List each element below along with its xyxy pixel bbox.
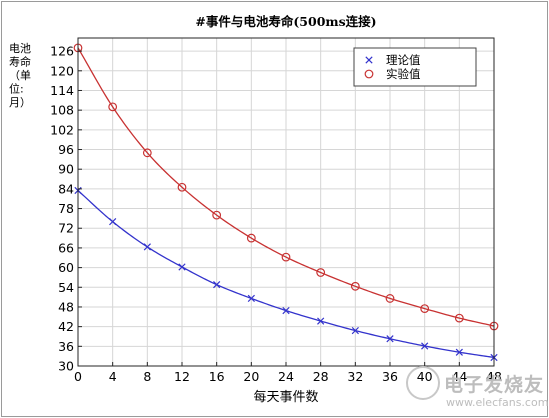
y-tick-label: 48 bbox=[58, 299, 74, 314]
x-tick-label: 0 bbox=[74, 369, 82, 384]
data-point bbox=[177, 182, 187, 192]
y-axis-label-line: （单 bbox=[9, 69, 31, 82]
y-tick-label: 120 bbox=[50, 63, 74, 78]
marker-stroke bbox=[178, 263, 186, 271]
legend-box bbox=[353, 47, 477, 87]
chart-title: #事件与电池寿命(500ms连接) bbox=[195, 14, 376, 29]
marker-stroke bbox=[365, 56, 373, 64]
x-tick-label: 24 bbox=[278, 369, 294, 384]
y-tick-label: 108 bbox=[50, 103, 74, 118]
data-point bbox=[421, 342, 429, 350]
axis-ticks: 3036424854606672788490961021081141201260… bbox=[50, 44, 502, 384]
data-point bbox=[108, 102, 118, 112]
y-tick-label: 72 bbox=[58, 221, 74, 236]
x-tick-label: 16 bbox=[209, 369, 225, 384]
marker-stroke bbox=[213, 281, 221, 289]
watermark-url: www.elecfans.com bbox=[446, 396, 549, 409]
marker-stroke bbox=[109, 218, 117, 226]
watermark-text: 电子发烧友 bbox=[444, 374, 545, 396]
data-point bbox=[212, 210, 222, 220]
y-tick-label: 36 bbox=[58, 339, 74, 354]
y-axis-label-line: 寿命 bbox=[9, 55, 31, 69]
y-tick-label: 60 bbox=[58, 260, 74, 275]
legend-entry-label: 实验值 bbox=[386, 67, 421, 81]
y-tick-label: 54 bbox=[58, 280, 74, 295]
x-tick-label: 36 bbox=[382, 369, 398, 384]
data-point bbox=[351, 326, 359, 335]
y-tick-label: 90 bbox=[58, 162, 74, 177]
data-point bbox=[247, 294, 255, 303]
series-markers bbox=[73, 43, 499, 362]
legend-marker bbox=[364, 69, 374, 79]
marker-stroke bbox=[351, 326, 359, 335]
marker-stroke bbox=[282, 306, 290, 315]
data-point bbox=[142, 148, 152, 158]
data-point bbox=[143, 243, 151, 251]
x-tick-label: 4 bbox=[109, 369, 117, 384]
data-point bbox=[385, 294, 395, 303]
watermark-logo-icon bbox=[406, 366, 440, 400]
data-point bbox=[282, 306, 290, 315]
data-point bbox=[454, 313, 464, 323]
data-point bbox=[455, 348, 463, 356]
marker-stroke bbox=[386, 335, 394, 343]
x-tick-label: 48 bbox=[486, 369, 502, 384]
y-axis-label-line: 月） bbox=[9, 96, 31, 109]
data-point bbox=[281, 252, 291, 262]
y-tick-label: 126 bbox=[50, 44, 74, 59]
data-point bbox=[109, 218, 117, 226]
data-point bbox=[213, 281, 221, 289]
data-point bbox=[178, 263, 186, 271]
data-point bbox=[316, 268, 326, 277]
marker-stroke bbox=[247, 294, 255, 303]
x-tick-label: 44 bbox=[451, 369, 467, 384]
marker-stroke bbox=[421, 342, 429, 350]
y-tick-label: 42 bbox=[58, 319, 74, 334]
data-point bbox=[420, 304, 430, 314]
x-axis-label: 每天事件数 bbox=[253, 389, 318, 405]
grid bbox=[77, 38, 495, 367]
data-point bbox=[386, 335, 394, 343]
watermark: 电子发烧友 www.elecfans.com bbox=[406, 364, 549, 414]
y-tick-label: 102 bbox=[50, 122, 74, 137]
series-line-1 bbox=[77, 47, 495, 327]
data-point bbox=[350, 281, 360, 291]
y-tick-label: 66 bbox=[58, 240, 74, 255]
x-tick-label: 8 bbox=[143, 369, 151, 384]
marker-stroke bbox=[317, 317, 325, 325]
legend-marker bbox=[365, 56, 373, 64]
x-tick-label: 12 bbox=[174, 369, 190, 384]
data-point bbox=[246, 233, 256, 243]
x-tick-label: 28 bbox=[313, 369, 329, 384]
x-tick-label: 20 bbox=[243, 369, 259, 384]
marker-stroke bbox=[143, 243, 151, 251]
y-tick-label: 114 bbox=[50, 83, 74, 98]
legend-entry-label: 理论值 bbox=[386, 53, 421, 67]
y-axis-label-line: 位: bbox=[9, 82, 24, 96]
y-axis-label: 电池寿命（单位:月） bbox=[9, 42, 31, 109]
y-tick-label: 30 bbox=[58, 359, 74, 374]
data-point bbox=[317, 317, 325, 325]
marker-stroke bbox=[455, 348, 463, 356]
x-tick-label: 32 bbox=[347, 369, 363, 384]
y-tick-label: 84 bbox=[58, 181, 74, 196]
y-tick-label: 78 bbox=[58, 201, 74, 216]
y-axis-label-line: 电池 bbox=[9, 42, 31, 55]
y-tick-label: 96 bbox=[58, 142, 74, 157]
